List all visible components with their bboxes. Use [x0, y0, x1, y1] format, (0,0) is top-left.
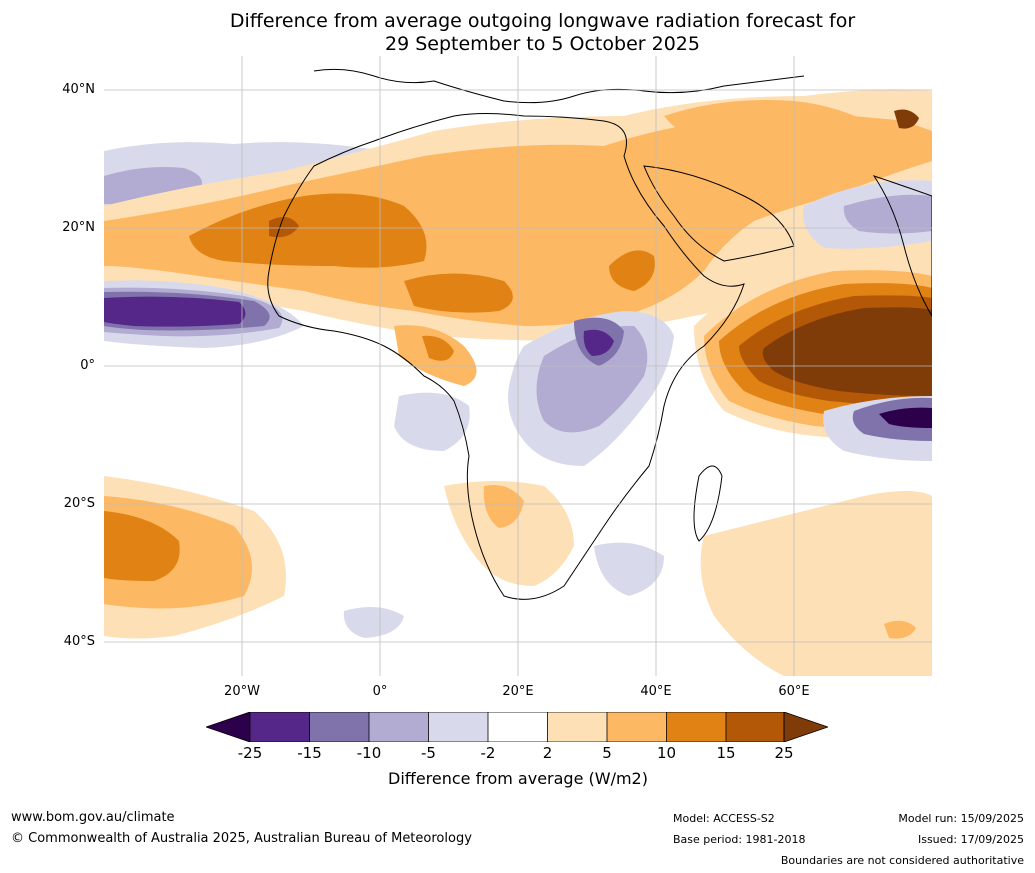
colorbar-swatch-neg5	[369, 712, 429, 742]
chart-title: Difference from average outgoing longwav…	[0, 10, 1035, 56]
colorbar-swatch-pos2	[547, 712, 607, 742]
colorbar-tick-6: 5	[602, 744, 612, 762]
graticule	[104, 56, 932, 676]
india-coastline	[872, 175, 933, 318]
footer-copyright: © Commonwealth of Australia 2025, Austra…	[11, 831, 472, 846]
colorbar-tick-0: -25	[237, 744, 263, 762]
anomaly-region-neg2-gulf-of-guinea	[394, 392, 470, 451]
colorbar-swatch-pos15	[726, 712, 784, 742]
colorbar-tick-9: 25	[774, 744, 794, 762]
anomaly-region-neg5-arabian-sea	[843, 194, 932, 234]
anomaly-region-pos15-west-sahel	[269, 217, 299, 238]
colorbar-tick-8: 15	[716, 744, 736, 762]
anomaly-region-pos10-south-atlantic	[104, 511, 180, 581]
colorbar-tick-4: -2	[480, 744, 496, 762]
anomaly-region-pos5-middle-east	[664, 100, 892, 181]
colorbar-swatch-neg2	[428, 712, 488, 742]
colorbar	[204, 711, 830, 743]
colorbar-swatch-below-25	[204, 711, 251, 743]
anomaly-region-pos25-indian-ocean	[762, 307, 932, 396]
colorbar-tick-2: -10	[356, 744, 382, 762]
footer-base-period: Base period: 1981-2018	[673, 833, 806, 846]
colorbar-swatch-above-25	[783, 711, 830, 743]
title-line-1: Difference from average outgoing longwav…	[229, 10, 856, 32]
lat-label-20n: 20°N	[62, 220, 95, 235]
anomaly-region-pos2-sw-indian	[700, 491, 932, 676]
anomaly-region-pos5-sw-indian	[884, 620, 916, 639]
colorbar-tick-3: -5	[421, 744, 436, 762]
map-panel	[104, 56, 933, 676]
anomaly-region-pos2-southern-africa	[444, 481, 574, 586]
anomaly-region-pos10-cameroon	[422, 335, 454, 361]
lon-label-20w: 20°W	[224, 684, 260, 699]
anomaly-region-neg25-south-indian	[879, 407, 932, 428]
footer-model-run: Model run: 15/09/2025	[898, 812, 1024, 825]
colorbar-tick-5: 2	[542, 744, 553, 762]
lon-label-0: 0°	[372, 684, 388, 699]
lat-label-0: 0°	[80, 358, 95, 373]
colorbar-swatch-neg10	[309, 712, 369, 742]
colorbar-swatch-neg15	[250, 712, 310, 742]
colorbar-tick-7: 10	[656, 744, 677, 762]
footer-disclaimer: Boundaries are not considered authoritat…	[780, 854, 1024, 867]
lat-label-20s: 20°S	[63, 496, 95, 511]
africa-coastline	[267, 113, 745, 600]
lon-label-20e: 20°E	[502, 684, 534, 699]
anomaly-region-pos25-iran	[894, 109, 919, 129]
footer-issued: Issued: 17/09/2025	[917, 833, 1024, 846]
anomaly-region-neg5-central-africa	[536, 325, 648, 433]
anomaly-region-pos5-namibia	[483, 485, 524, 528]
title-line-2: 29 September to 5 October 2025	[385, 33, 700, 55]
colorbar-label: Difference from average (W/m2)	[388, 769, 648, 788]
anomaly-region-neg15-uganda	[583, 329, 614, 356]
lon-label-60e: 60°E	[778, 684, 810, 699]
lon-label-40e: 40°E	[640, 684, 672, 699]
colorbar-swatch-pos5	[607, 712, 667, 742]
anomaly-region-neg2-mozambique	[594, 542, 664, 596]
anomaly-region-pos10-sahel	[189, 193, 427, 268]
arabia-coastline	[643, 165, 795, 262]
lat-label-40n: 40°N	[62, 82, 95, 97]
lat-label-40s: 40°S	[63, 634, 95, 649]
footer-website: www.bom.gov.au/climate	[11, 810, 175, 825]
anomaly-region-pos10-sudan	[609, 250, 655, 291]
colorbar-tick-1: -15	[297, 744, 322, 762]
footer-model: Model: ACCESS-S2	[673, 812, 775, 825]
europe-coastline	[313, 68, 805, 104]
anomaly-region-neg15-tropical-atlantic	[104, 296, 246, 327]
anomaly-region-neg2-south-atlantic	[343, 607, 404, 638]
madagascar-coastline	[693, 465, 723, 542]
colorbar-swatch-pos10	[666, 712, 726, 742]
colorbar-swatch-neutral	[488, 712, 548, 742]
olr-anomaly-map	[104, 56, 933, 676]
anomaly-region-pos10-central-sahel	[404, 273, 513, 313]
